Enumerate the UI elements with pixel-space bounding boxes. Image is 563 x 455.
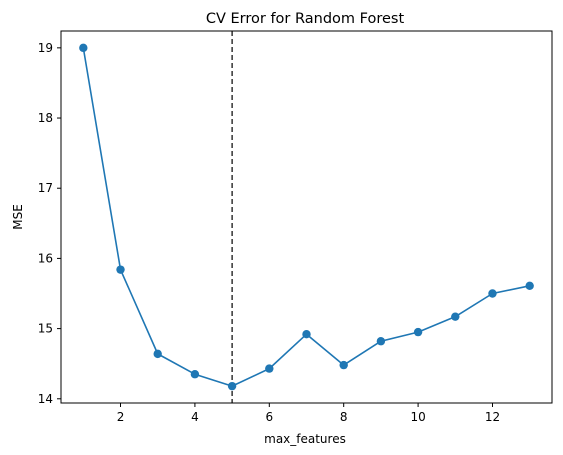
y-tick-label: 18: [38, 111, 53, 125]
x-tick-label: 12: [485, 410, 500, 424]
marker-layer: [79, 43, 534, 391]
x-axis: 2 4 6 8 10 12: [117, 403, 500, 424]
x-axis-label: max_features: [264, 432, 346, 446]
data-point: [227, 381, 237, 391]
y-tick-label: 19: [38, 41, 53, 55]
x-tick-label: 8: [340, 410, 348, 424]
data-point: [525, 281, 534, 290]
x-tick-label: 2: [117, 410, 125, 424]
data-point: [79, 43, 88, 53]
x-tick-label: 10: [410, 410, 425, 424]
data-point: [302, 330, 311, 339]
y-tick-label: 17: [38, 181, 53, 195]
y-axis-label: MSE: [11, 204, 25, 230]
data-point: [413, 327, 423, 337]
chart-title: CV Error for Random Forest: [206, 11, 405, 27]
y-tick-label: 16: [38, 251, 53, 265]
y-tick-label: 15: [38, 322, 53, 336]
y-tick-label: 14: [38, 392, 53, 406]
data-point: [488, 289, 497, 298]
plot-frame: [60, 30, 553, 404]
plot-area: [60, 30, 553, 404]
data-point: [451, 312, 460, 321]
data-point: [339, 360, 348, 370]
x-tick-label: 6: [265, 410, 273, 424]
data-point: [376, 337, 386, 346]
x-tick-label: 4: [191, 410, 199, 424]
y-axis: 14 15 16 17 18 19: [38, 41, 61, 406]
data-point: [265, 364, 274, 373]
data-point: [190, 370, 200, 379]
data-point: [153, 349, 162, 359]
data-point: [116, 265, 125, 274]
